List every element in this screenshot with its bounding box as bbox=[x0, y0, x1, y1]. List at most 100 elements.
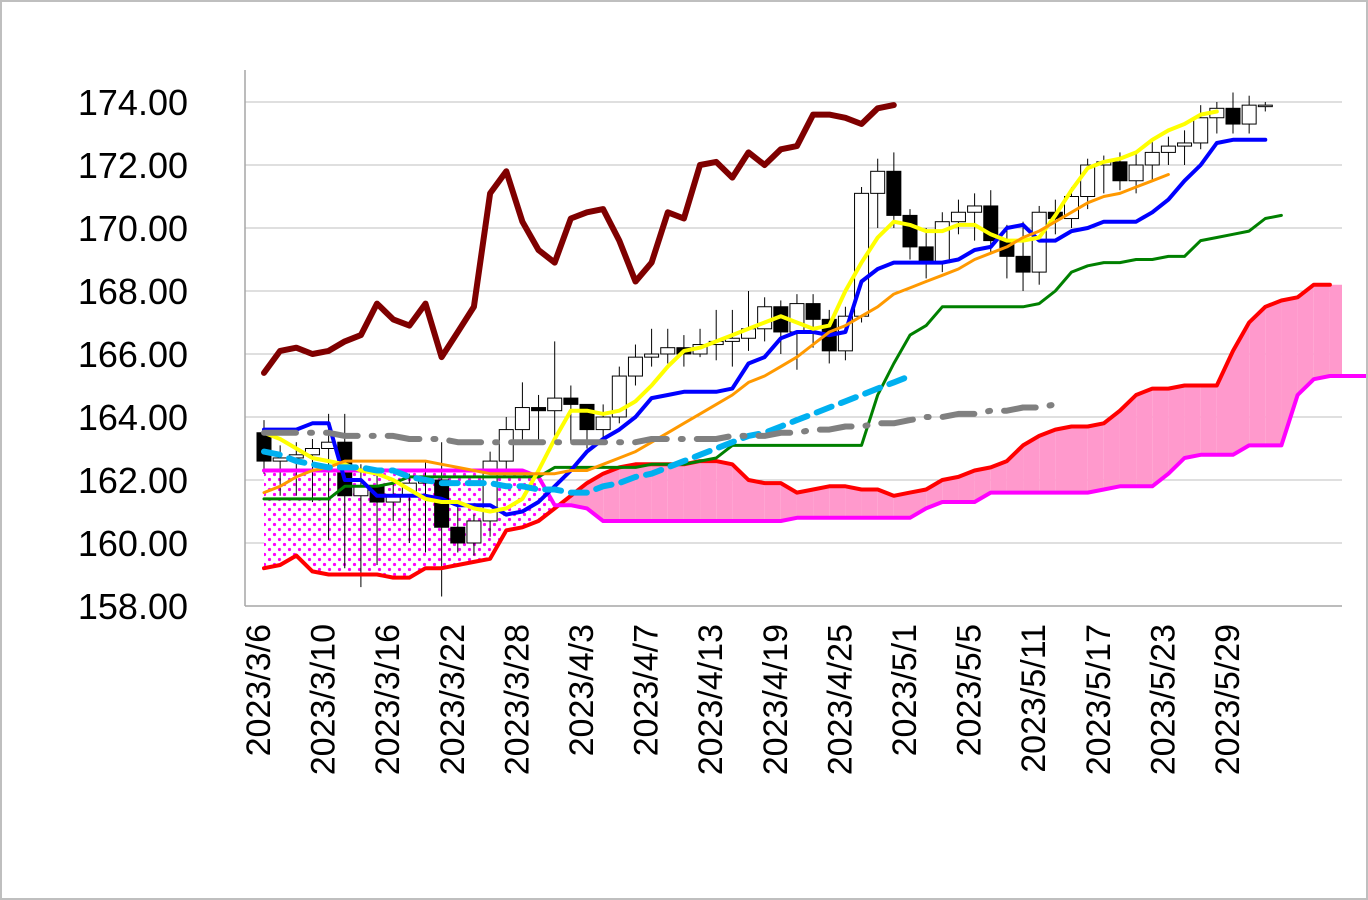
y-tick-label-6: 170.00 bbox=[78, 208, 188, 249]
cloud-segment-35 bbox=[829, 486, 846, 518]
candle-body-41 bbox=[918, 246, 934, 264]
cloud-segment-56 bbox=[1168, 385, 1185, 474]
cloud-segment-50 bbox=[1071, 426, 1088, 493]
cloud-segment-43 bbox=[958, 470, 975, 503]
candle-body-39 bbox=[886, 170, 902, 216]
cloud-segment-22 bbox=[619, 464, 636, 521]
cloud-segment-3 bbox=[312, 470, 329, 575]
x-tick-label-12: 2023/5/11 bbox=[1015, 624, 1053, 773]
cloud-segment-36 bbox=[845, 486, 862, 518]
candle-body-1 bbox=[272, 457, 288, 462]
cloud-segment-51 bbox=[1087, 423, 1104, 493]
cloud-segment-25 bbox=[667, 464, 684, 521]
x-axis-tick-labels: 2023/3/6 2023/3/10 2023/3/16 2023/3/22 2023/… bbox=[240, 624, 1247, 775]
x-tick-label-2: 2023/3/16 bbox=[369, 624, 407, 775]
cloud-segment-42 bbox=[942, 476, 959, 503]
cloud-segment-61 bbox=[1249, 306, 1266, 446]
cloud-segment-26 bbox=[683, 461, 701, 521]
candle-body-53 bbox=[1112, 161, 1128, 182]
cloud-segment-48 bbox=[1039, 429, 1056, 493]
cloud-segment-23 bbox=[635, 464, 652, 521]
cloud-segment-33 bbox=[796, 489, 814, 518]
series-line-0 bbox=[261, 102, 897, 376]
cloud-segment-34 bbox=[813, 486, 830, 518]
series-line-6 bbox=[262, 173, 1170, 495]
cloud-segment-60 bbox=[1233, 322, 1250, 455]
candle-body-13 bbox=[466, 520, 482, 544]
cloud-segment-41 bbox=[926, 480, 943, 509]
series-line-1 bbox=[262, 282, 1332, 580]
y-tick-label-5: 168.00 bbox=[78, 271, 188, 312]
cloud-segment-55 bbox=[1152, 388, 1169, 487]
x-tick-label-14: 2023/5/23 bbox=[1144, 624, 1182, 775]
cloud-segment-45 bbox=[990, 461, 1007, 493]
cloud-segment-53 bbox=[1119, 394, 1137, 487]
y-tick-label-8: 174.00 bbox=[78, 82, 188, 123]
y-axis-tick-labels: 158.00 160.00 162.00 164.00 166.00 168.00 170.… bbox=[78, 82, 188, 627]
y-tick-label-4: 166.00 bbox=[78, 334, 188, 375]
cloud-segment-54 bbox=[1136, 388, 1153, 487]
cloud-segment-1 bbox=[280, 470, 297, 566]
cloud-segment-24 bbox=[651, 464, 668, 521]
cloud-segment-52 bbox=[1103, 410, 1120, 490]
x-tick-label-4: 2023/3/28 bbox=[498, 624, 536, 775]
y-tick-label-0: 158.00 bbox=[78, 586, 188, 627]
cloud-segment-19 bbox=[570, 483, 587, 509]
cloud-segment-57 bbox=[1184, 385, 1201, 458]
candle-body-40 bbox=[902, 214, 918, 248]
candle-body-12 bbox=[450, 526, 466, 544]
y-tick-label-2: 162.00 bbox=[78, 460, 188, 501]
candle-body-20 bbox=[579, 403, 595, 431]
cloud-segment-40 bbox=[910, 489, 927, 518]
candle-body-58 bbox=[1193, 117, 1209, 144]
candle-body-44 bbox=[967, 205, 983, 213]
cloud-segment-37 bbox=[861, 489, 878, 518]
candle-body-38 bbox=[870, 170, 886, 194]
candle-body-0 bbox=[256, 432, 272, 462]
candle-body-17 bbox=[531, 407, 547, 412]
candle-body-61 bbox=[1241, 104, 1257, 125]
cloud-segment-0 bbox=[264, 470, 281, 569]
cloud-segment-63 bbox=[1281, 297, 1298, 446]
y-tick-label-3: 164.00 bbox=[78, 397, 188, 438]
series-line-2 bbox=[262, 374, 1366, 523]
cloud-segment-5 bbox=[344, 470, 361, 575]
x-tick-label-11: 2023/5/5 bbox=[951, 624, 989, 756]
x-tick-label-9: 2023/4/25 bbox=[821, 624, 859, 775]
series-line-5 bbox=[262, 109, 1219, 514]
candle-body-16 bbox=[514, 407, 530, 431]
cloud-segment-39 bbox=[893, 492, 910, 518]
cloud-segment-32 bbox=[780, 483, 797, 521]
series-line-4 bbox=[262, 137, 1268, 517]
candle-body-54 bbox=[1128, 164, 1144, 182]
cloud-segment-2 bbox=[296, 470, 313, 572]
x-tick-label-0: 2023/3/6 bbox=[240, 624, 278, 756]
x-tick-label-15: 2023/5/29 bbox=[1209, 624, 1247, 775]
x-tick-label-7: 2023/4/13 bbox=[692, 624, 730, 775]
cloud-segment-47 bbox=[1023, 435, 1040, 493]
cloud-segment-16 bbox=[522, 470, 539, 528]
candle-body-55 bbox=[1144, 151, 1160, 166]
cloud-segment-27 bbox=[700, 461, 717, 521]
cloud-segment-59 bbox=[1216, 350, 1233, 455]
cloud-segment-28 bbox=[716, 461, 733, 521]
x-tick-label-6: 2023/4/7 bbox=[628, 624, 666, 756]
candle-body-24 bbox=[644, 353, 660, 358]
cloud-segment-tail bbox=[1329, 284, 1342, 377]
candle-body-33 bbox=[789, 303, 805, 333]
candle-body-57 bbox=[1177, 142, 1193, 147]
candle-body-18 bbox=[547, 397, 563, 412]
candle-body-60 bbox=[1225, 107, 1241, 125]
x-tick-label-8: 2023/4/19 bbox=[757, 624, 795, 775]
candle-body-34 bbox=[805, 303, 821, 320]
candle-body-47 bbox=[1015, 255, 1031, 273]
series-line-8 bbox=[261, 401, 1059, 446]
cloud-segment-38 bbox=[877, 489, 894, 518]
candle-body-56 bbox=[1160, 145, 1176, 153]
candle-body-19 bbox=[563, 397, 579, 405]
x-tick-label-13: 2023/5/17 bbox=[1080, 624, 1118, 775]
x-tick-label-10: 2023/5/1 bbox=[886, 624, 924, 756]
cloud-segment-65 bbox=[1313, 284, 1330, 380]
